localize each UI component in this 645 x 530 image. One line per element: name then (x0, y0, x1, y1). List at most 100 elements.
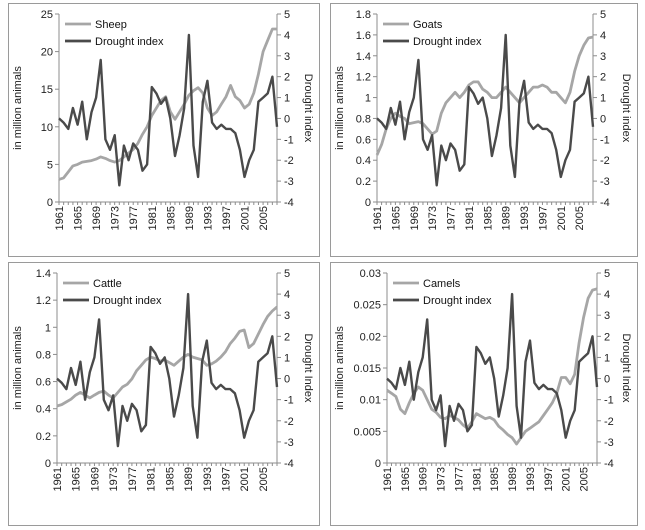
chart-sheep: 0 5 10 15 20 25 -4 -3 -2 -1 0 1 2 3 4 5 1961 1965 1969 1973… (12, 9, 314, 230)
y2-tick-label: 0 (284, 113, 290, 125)
x-tick-label: 1969 (91, 206, 103, 230)
y2-tick-label: -3 (284, 437, 294, 449)
chart-cattle: 0 0.2 0.4 0.6 0.8 1 1.2 1.4 -4 -3 -2 -1 0 1 2 3 4 5 1961 19… (12, 268, 314, 491)
y-tick-label: 0.015 (353, 363, 381, 375)
y2-tick-label: 5 (284, 268, 290, 280)
y2-tick-label: 2 (284, 72, 290, 84)
y2-tick-label: -4 (600, 197, 610, 209)
y2-tick-label: 2 (600, 72, 606, 84)
y-tick-label: 1.4 (36, 268, 51, 280)
x-tick-label: 1965 (400, 467, 412, 491)
y-tick-label: 0.4 (36, 404, 51, 416)
legend-label-livestock: Camels (423, 278, 461, 290)
y-tick-label: 0.8 (36, 349, 51, 361)
x-tick-label: 2001 (239, 467, 251, 491)
x-tick-label: 2005 (574, 206, 586, 230)
x-tick-label: 1993 (202, 206, 214, 230)
y2-tick-label: 3 (604, 310, 610, 322)
x-tick-label: 1961 (382, 467, 394, 491)
x-tick-label: 1977 (127, 467, 139, 491)
y-tick-label: 1.2 (36, 295, 51, 307)
y2-tick-label: -3 (284, 176, 294, 188)
x-tick-label: 1961 (52, 467, 64, 491)
legend-label-livestock: Sheep (95, 19, 127, 31)
y2-tick-label: 1 (284, 93, 290, 105)
y2-axis-title: Drought index (620, 74, 632, 143)
chart-goats: 0 0.2 0.4 0.6 0.8 1 1.2 1.4 1.6 1.8 -4 -3 -2 -1 0 1 2 3 4 5… (334, 9, 632, 230)
x-tick-label: 2001 (240, 206, 252, 230)
legend-label-drought: Drought index (413, 36, 482, 48)
x-tick-label: 1997 (221, 467, 233, 491)
livestock-line (386, 287, 598, 446)
y-tick-label: 10 (41, 122, 53, 134)
y2-tick-label: 0 (600, 113, 606, 125)
x-tick-label: 1969 (418, 467, 430, 491)
y-tick-label: 0.2 (356, 176, 371, 188)
y-tick-label: 5 (47, 159, 53, 171)
y2-tick-label: 0 (604, 374, 610, 386)
livestock-line (56, 305, 278, 408)
y-tick-label: 0 (47, 197, 53, 209)
x-tick-label: 1985 (489, 467, 501, 491)
x-tick-label: 1973 (427, 206, 439, 230)
y-tick-label: 0.6 (356, 134, 371, 146)
y2-axis-title: Drought index (302, 74, 314, 143)
x-tick-label: 2005 (258, 206, 270, 230)
y-axis-title: in million animals (334, 66, 346, 150)
legend-label-drought: Drought index (95, 36, 164, 48)
chart-panel-cattle: 0 0.2 0.4 0.6 0.8 1 1.2 1.4 -4 -3 -2 -1 0 1 2 3 4 5 1961 19… (8, 262, 320, 526)
x-tick-label: 1997 (537, 206, 549, 230)
y2-tick-label: 1 (600, 93, 606, 105)
x-tick-label: 1981 (464, 206, 476, 230)
y-tick-label: 15 (41, 84, 53, 96)
y2-tick-label: 4 (604, 289, 610, 301)
y-tick-label: 0.4 (356, 155, 371, 167)
y2-tick-label: 4 (284, 30, 290, 42)
y2-tick-label: -1 (604, 395, 614, 407)
chart-panel-camels: 0 0.005 0.01 0.015 0.02 0.025 0.03 -4 -3 -2 -1 0 1 2 3… (330, 262, 638, 526)
y-tick-label: 1.4 (356, 51, 371, 63)
y2-tick-label: 1 (284, 352, 290, 364)
y-tick-label: 0 (365, 197, 371, 209)
x-tick-label: 1977 (128, 206, 140, 230)
x-tick-label: 1981 (471, 467, 483, 491)
y-tick-label: 0 (45, 458, 51, 470)
y2-tick-label: 0 (284, 374, 290, 386)
x-tick-label: 1965 (73, 206, 85, 230)
y-tick-label: 25 (41, 9, 53, 21)
y2-tick-label: -1 (284, 134, 294, 146)
y2-tick-label: -2 (600, 155, 610, 167)
x-tick-label: 1973 (110, 206, 122, 230)
y2-tick-label: -4 (604, 458, 614, 470)
x-tick-label: 1989 (507, 467, 519, 491)
livestock-line (375, 35, 594, 156)
y-tick-label: 0.01 (360, 395, 381, 407)
y-axis-title: in million animals (334, 326, 346, 410)
y-axis-title: in million animals (12, 66, 24, 150)
x-tick-label: 1993 (202, 467, 214, 491)
y-tick-label: 1.2 (356, 72, 371, 84)
y2-tick-label: -1 (284, 395, 294, 407)
y2-tick-label: 2 (604, 331, 610, 343)
legend-label-livestock: Goats (413, 19, 443, 31)
x-tick-label: 1997 (543, 467, 555, 491)
y2-tick-label: 3 (600, 51, 606, 63)
x-tick-label: 1985 (165, 206, 177, 230)
x-tick-label: 1985 (482, 206, 494, 230)
y-tick-label: 1.6 (356, 30, 371, 42)
x-tick-label: 1985 (164, 467, 176, 491)
chart-panel-goats: 0 0.2 0.4 0.6 0.8 1 1.2 1.4 1.6 1.8 -4 -3 -2 -1 0 1 2 3 4 5… (330, 3, 638, 257)
y-axis-title: in million animals (12, 326, 24, 410)
y-tick-label: 1 (365, 93, 371, 105)
drought-index-line (376, 33, 595, 187)
x-tick-label: 1973 (436, 467, 448, 491)
x-tick-label: 1969 (89, 467, 101, 491)
y2-tick-label: 5 (600, 9, 606, 21)
x-tick-label: 1993 (525, 467, 537, 491)
drought-index-line (58, 33, 279, 187)
y-tick-label: 0 (375, 458, 381, 470)
y2-tick-label: 4 (600, 30, 606, 42)
chart-camels: 0 0.005 0.01 0.015 0.02 0.025 0.03 -4 -3 -2 -1 0 1 2 3… (334, 268, 632, 491)
y-tick-label: 0.02 (360, 331, 381, 343)
x-tick-label: 2005 (579, 467, 591, 491)
